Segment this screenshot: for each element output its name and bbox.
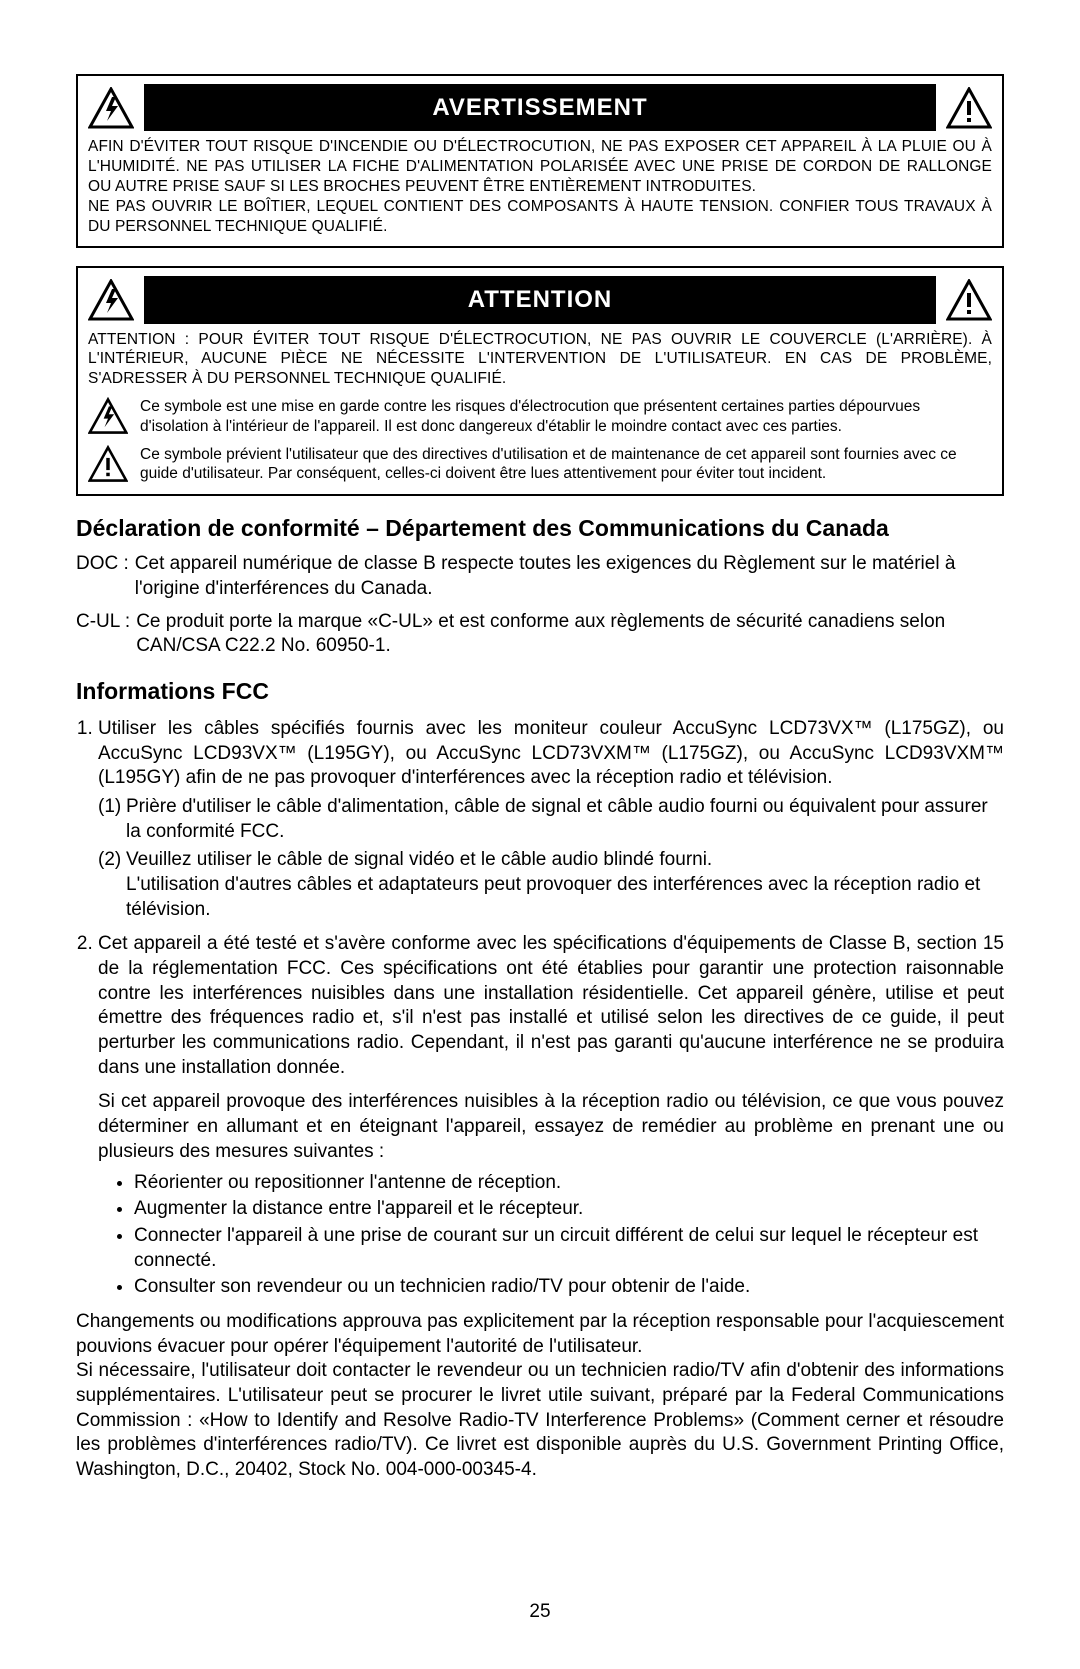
symbol-bolt-desc: Ce symbole est une mise en garde contre … — [140, 397, 992, 437]
warning-title: AVERTISSEMENT — [144, 84, 936, 131]
fcc-item2-p1: Cet appareil a été testé et s'avère conf… — [98, 933, 1004, 1077]
fcc-list: Utiliser les câbles spécifiés fournis av… — [76, 717, 1004, 1300]
cul-row: C-UL : Ce produit porte la marque «C-UL»… — [76, 610, 1004, 659]
doc-text: Cet appareil numérique de classe B respe… — [135, 552, 1004, 601]
page-number: 25 — [0, 1600, 1080, 1625]
fcc-bullet: Réorienter ou repositionner l'antenne de… — [134, 1171, 1004, 1196]
fcc-item1-sublist: (1)Prière d'utiliser le câble d'alimenta… — [98, 795, 1004, 922]
lightning-triangle-icon — [88, 397, 128, 435]
fcc-item-1: Utiliser les câbles spécifiés fournis av… — [98, 717, 1004, 923]
warning-header: AVERTISSEMENT — [88, 84, 992, 131]
exclamation-triangle-icon — [946, 87, 992, 129]
cul-label: C-UL : — [76, 610, 130, 659]
symbol-row-excl: Ce symbole prévient l'utilisateur que de… — [88, 445, 992, 485]
caution-title: ATTENTION — [144, 276, 936, 323]
caution-box: ATTENTION ATTENTION : POUR ÉVITER TOUT R… — [76, 266, 1004, 496]
conformity-heading: Déclaration de conformité – Département … — [76, 514, 1004, 544]
fcc-bullets: Réorienter ou repositionner l'antenne de… — [98, 1171, 1004, 1300]
caution-body: ATTENTION : POUR ÉVITER TOUT RISQUE D'ÉL… — [88, 330, 992, 389]
exclamation-triangle-icon — [88, 445, 128, 483]
doc-label: DOC : — [76, 552, 129, 601]
cul-text: Ce produit porte la marque «C-UL» et est… — [136, 610, 1004, 659]
symbol-excl-desc: Ce symbole prévient l'utilisateur que de… — [140, 445, 992, 485]
warning-body: AFIN D'ÉVITER TOUT RISQUE D'INCENDIE OU … — [88, 137, 992, 236]
warning-body-p1: AFIN D'ÉVITER TOUT RISQUE D'INCENDIE OU … — [88, 137, 992, 196]
fcc-heading: Informations FCC — [76, 677, 1004, 707]
fcc-item-2: Cet appareil a été testé et s'avère conf… — [98, 932, 1004, 1300]
symbol-row-bolt: Ce symbole est une mise en garde contre … — [88, 397, 992, 437]
warning-body-p2: NE PAS OUVRIR LE BOÎTIER, LEQUEL CONTIEN… — [88, 197, 992, 237]
lightning-triangle-icon — [88, 87, 134, 129]
fcc-item1-lead: Utiliser les câbles spécifiés fournis av… — [98, 718, 1004, 788]
fcc-item2-p2: Si cet appareil provoque des interférenc… — [98, 1090, 1004, 1164]
fcc-bullet: Augmenter la distance entre l'appareil e… — [134, 1197, 1004, 1222]
lightning-triangle-icon — [88, 279, 134, 321]
fcc-bullet: Connecter l'appareil à une prise de cour… — [134, 1224, 1004, 1273]
caution-header: ATTENTION — [88, 276, 992, 323]
fcc-trail1: Changements ou modifications approuva pa… — [76, 1310, 1004, 1359]
exclamation-triangle-icon — [946, 279, 992, 321]
fcc-item1-sub2: (2)Veuillez utiliser le câble de signal … — [126, 848, 1004, 922]
fcc-trail2: Si nécessaire, l'utilisateur doit contac… — [76, 1359, 1004, 1482]
fcc-item1-sub1: (1)Prière d'utiliser le câble d'alimenta… — [126, 795, 1004, 844]
fcc-bullet: Consulter son revendeur ou un technicien… — [134, 1275, 1004, 1300]
doc-row: DOC : Cet appareil numérique de classe B… — [76, 552, 1004, 601]
warning-box: AVERTISSEMENT AFIN D'ÉVITER TOUT RISQUE … — [76, 74, 1004, 248]
